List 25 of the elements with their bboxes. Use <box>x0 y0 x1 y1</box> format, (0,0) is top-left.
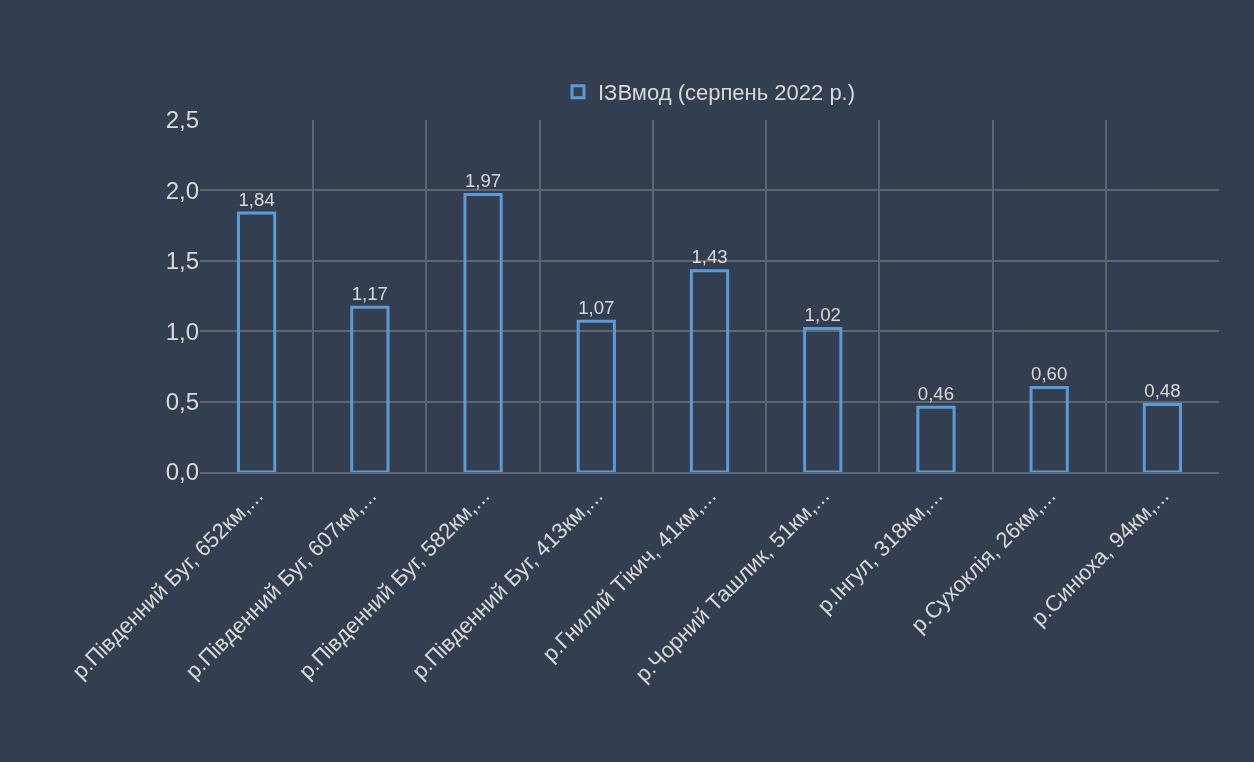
bar <box>237 211 277 472</box>
y-tick-label: 0,0 <box>165 458 199 486</box>
bar <box>463 193 503 472</box>
bar <box>803 326 843 472</box>
bar <box>1142 402 1182 472</box>
data-label: 1,43 <box>691 246 728 268</box>
data-label: 0,48 <box>1144 380 1181 402</box>
bar <box>1029 386 1069 472</box>
data-label: 0,46 <box>917 383 955 404</box>
y-tick-label: 0,5 <box>165 388 199 415</box>
data-label: 1,84 <box>238 188 275 210</box>
bar <box>576 319 616 472</box>
y-tick-label: 1,0 <box>165 317 199 345</box>
data-label: 1,97 <box>464 170 502 192</box>
legend-label: ІЗВмод (серпень 2022 р.) <box>598 80 856 106</box>
y-tick-label: 1,5 <box>165 247 199 275</box>
bar <box>350 305 390 472</box>
bar <box>689 269 730 472</box>
data-label: 1,17 <box>351 283 388 305</box>
data-label: 1,02 <box>804 304 841 326</box>
data-label: 1,07 <box>578 297 615 319</box>
y-tick-label: 2,5 <box>165 106 199 134</box>
data-label: 0,60 <box>1031 363 1068 385</box>
bar <box>916 405 956 472</box>
y-tick-label: 2,0 <box>165 176 199 204</box>
